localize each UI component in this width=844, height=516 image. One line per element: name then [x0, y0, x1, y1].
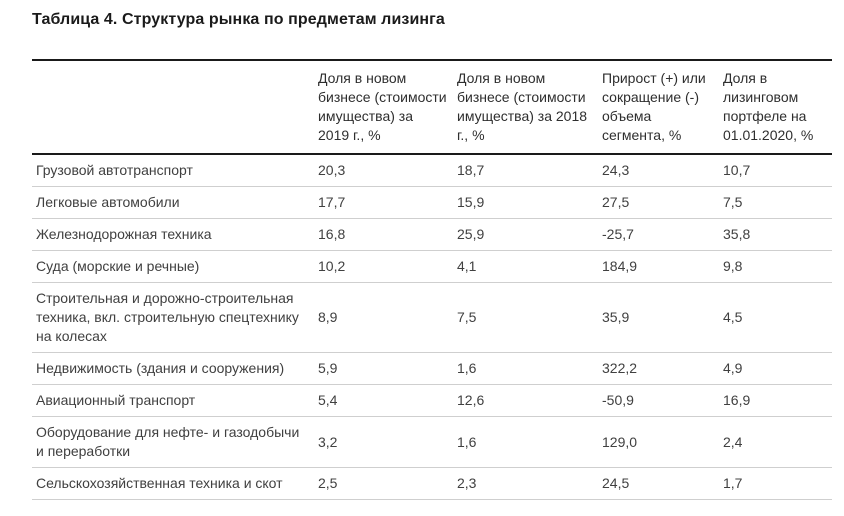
row-label: Строительная и дорожно-строительная техн…: [32, 282, 318, 353]
table-row: Авиационный транспорт 5,4 12,6 -50,9 16,…: [32, 384, 832, 417]
cell-value: 10,7: [723, 154, 832, 187]
row-label: Грузовой автотранспорт: [32, 154, 318, 187]
cell-value: 16,9: [723, 384, 832, 417]
page-title: Таблица 4. Структура рынка по предметам …: [32, 11, 445, 28]
cell-value: 10,2: [318, 250, 457, 283]
cell-value: 27,5: [602, 186, 723, 219]
column-header-growth: Прирост (+) или сокращение (-) объема се…: [602, 59, 723, 155]
cell-value: 25,9: [457, 218, 602, 251]
cell-value: 20,3: [318, 154, 457, 187]
cell-value: 8,9: [318, 282, 457, 353]
cell-value: 5,4: [318, 384, 457, 417]
cell-value: -50,9: [602, 384, 723, 417]
cell-value: 2,3: [457, 467, 602, 500]
table-header-row: Доля в новом бизнесе (стоимости имуществ…: [32, 59, 832, 155]
row-label: Легковые автомобили: [32, 186, 318, 219]
cell-value: 4,9: [723, 352, 832, 385]
column-header-empty: [32, 59, 318, 155]
cell-value: 15,9: [457, 186, 602, 219]
cell-value: 16,8: [318, 218, 457, 251]
column-header-share-2019: Доля в новом бизнесе (стоимости имуществ…: [318, 59, 457, 155]
cell-value: 24,5: [602, 467, 723, 500]
cell-value: 184,9: [602, 250, 723, 283]
cell-value: 35,9: [602, 282, 723, 353]
table-row: Грузовой автотранспорт 20,3 18,7 24,3 10…: [32, 154, 832, 187]
row-label: Суда (морские и речные): [32, 250, 318, 283]
row-label: Железнодорожная техника: [32, 218, 318, 251]
cell-value: 1,6: [457, 416, 602, 468]
cell-value: 7,5: [723, 186, 832, 219]
column-header-portfolio: Доля в лизинговом портфеле на 01.01.2020…: [723, 59, 832, 155]
cell-value: -25,7: [602, 218, 723, 251]
row-label: Оборудование для нефте- и газодобычи и п…: [32, 416, 318, 468]
cell-value: 35,8: [723, 218, 832, 251]
column-header-share-2018: Доля в новом бизнесе (стоимости имуществ…: [457, 59, 602, 155]
table-row: Железнодорожная техника 16,8 25,9 -25,7 …: [32, 218, 832, 251]
cell-value: 5,9: [318, 352, 457, 385]
table-row: Суда (морские и речные) 10,2 4,1 184,9 9…: [32, 250, 832, 283]
row-label: Недвижимость (здания и сооружения): [32, 352, 318, 385]
cell-value: 24,3: [602, 154, 723, 187]
cell-value: 17,7: [318, 186, 457, 219]
leasing-structure-table: Доля в новом бизнесе (стоимости имуществ…: [32, 59, 832, 500]
table-row: Легковые автомобили 17,7 15,9 27,5 7,5: [32, 186, 832, 219]
row-label: Сельскохозяйственная техника и скот: [32, 467, 318, 500]
table-row: Сельскохозяйственная техника и скот 2,5 …: [32, 467, 832, 500]
cell-value: 3,2: [318, 416, 457, 468]
cell-value: 1,6: [457, 352, 602, 385]
cell-value: 4,1: [457, 250, 602, 283]
row-label: Авиационный транспорт: [32, 384, 318, 417]
cell-value: 322,2: [602, 352, 723, 385]
cell-value: 18,7: [457, 154, 602, 187]
cell-value: 2,5: [318, 467, 457, 500]
cell-value: 129,0: [602, 416, 723, 468]
table-row: Недвижимость (здания и сооружения) 5,9 1…: [32, 352, 832, 385]
table-row: Строительная и дорожно-строительная техн…: [32, 282, 832, 353]
cell-value: 7,5: [457, 282, 602, 353]
cell-value: 12,6: [457, 384, 602, 417]
cell-value: 9,8: [723, 250, 832, 283]
cell-value: 1,7: [723, 467, 832, 500]
cell-value: 4,5: [723, 282, 832, 353]
table-row: Оборудование для нефте- и газодобычи и п…: [32, 416, 832, 468]
cell-value: 2,4: [723, 416, 832, 468]
